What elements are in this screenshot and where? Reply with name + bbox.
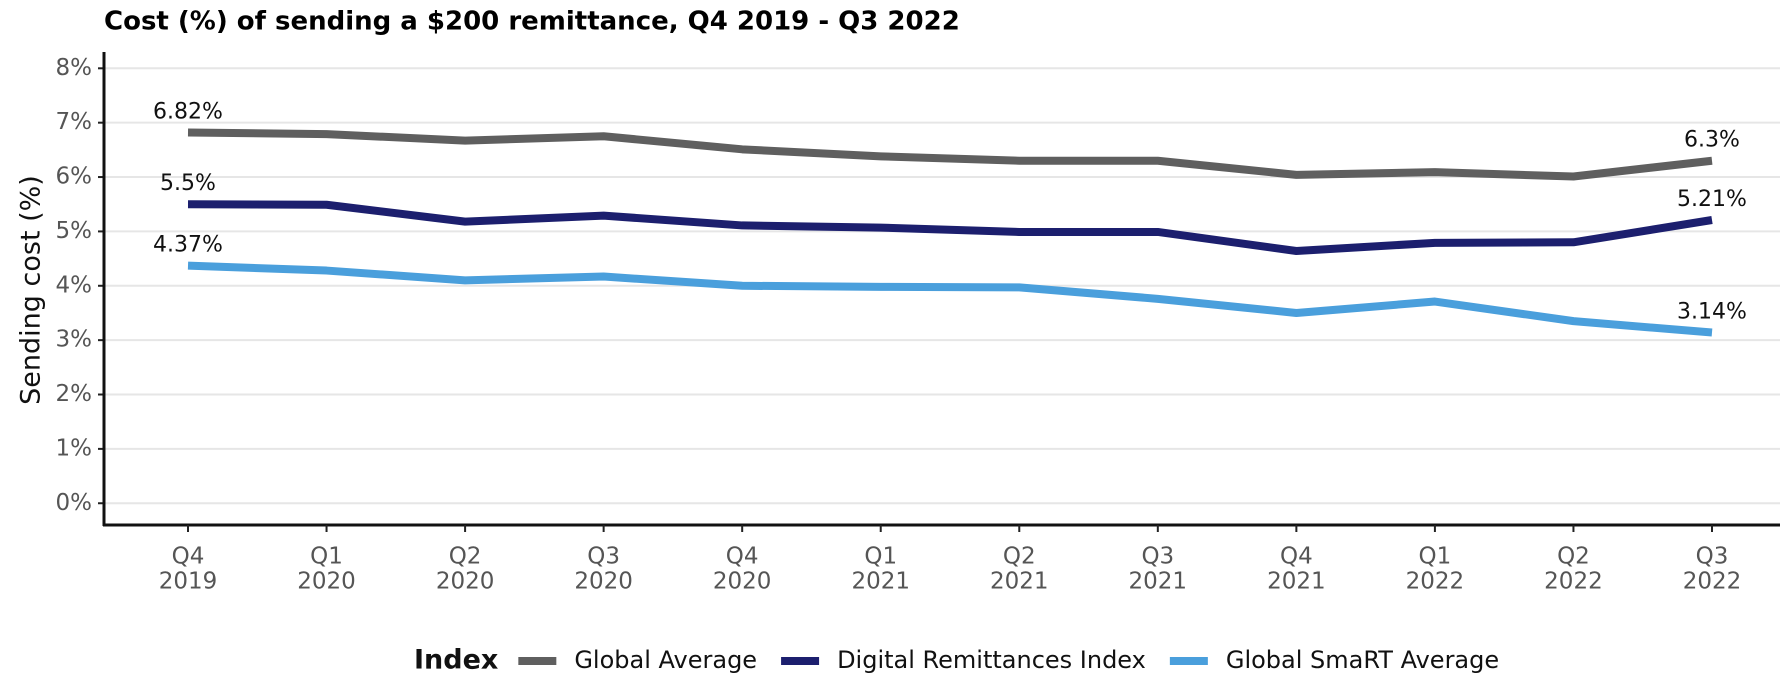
x-tick-label: 2019 xyxy=(159,569,218,595)
x-tick-label: 2022 xyxy=(1406,569,1465,595)
data-label: 5.21% xyxy=(1677,187,1747,212)
y-axis-label: Sending cost (%) xyxy=(16,175,47,405)
data-label: 3.14% xyxy=(1677,300,1747,325)
x-tick-label: Q3 xyxy=(1696,544,1729,570)
x-tick-label: Q2 xyxy=(449,544,482,570)
x-tick-label: Q4 xyxy=(726,544,759,570)
x-tick-label: Q2 xyxy=(1557,544,1590,570)
x-tick-label: 2021 xyxy=(851,569,910,595)
series-line xyxy=(187,261,1713,337)
x-tick-label: 2020 xyxy=(574,569,633,595)
y-tick-label: 7% xyxy=(56,109,93,135)
x-tick-label: Q1 xyxy=(310,544,343,570)
x-tick-label: Q1 xyxy=(1419,544,1452,570)
y-tick-label: 3% xyxy=(56,327,93,353)
x-tick-label: 2020 xyxy=(297,569,356,595)
x-tick-label: 2020 xyxy=(436,569,495,595)
legend-label: Digital Remittances Index xyxy=(837,646,1146,674)
x-tick-label: 2021 xyxy=(990,569,1049,595)
series-line xyxy=(187,200,1713,255)
x-tick-label: Q1 xyxy=(864,544,897,570)
chart-title: Cost (%) of sending a $200 remittance, Q… xyxy=(104,7,960,37)
x-tick-label: 2022 xyxy=(1544,569,1603,595)
data-label: 6.3% xyxy=(1684,128,1740,153)
x-tick-label: Q3 xyxy=(587,544,620,570)
y-tick-label: 8% xyxy=(56,55,93,81)
y-tick-label: 5% xyxy=(56,218,93,244)
y-tick-label: 2% xyxy=(56,381,93,407)
x-tick-label: Q4 xyxy=(172,544,205,570)
x-tick-label: Q4 xyxy=(1280,544,1313,570)
x-tick-label: 2021 xyxy=(1129,569,1188,595)
x-tick-label: Q2 xyxy=(1003,544,1036,570)
y-tick-label: 6% xyxy=(56,164,93,190)
x-tick-label: 2021 xyxy=(1267,569,1326,595)
legend-label: Global SmaRT Average xyxy=(1226,646,1499,674)
series-line xyxy=(187,128,1713,181)
y-tick-label: 1% xyxy=(56,435,93,461)
x-tick-label: 2022 xyxy=(1683,569,1742,595)
y-tick-label: 0% xyxy=(56,490,93,516)
legend-label: Global Average xyxy=(574,646,757,674)
data-label: 4.37% xyxy=(153,233,223,258)
x-tick-label: 2020 xyxy=(713,569,772,595)
y-tick-label: 4% xyxy=(56,272,93,298)
data-label: 6.82% xyxy=(153,99,223,124)
data-label: 5.5% xyxy=(160,171,216,196)
legend-title: Index xyxy=(414,645,498,676)
x-tick-label: Q3 xyxy=(1141,544,1174,570)
